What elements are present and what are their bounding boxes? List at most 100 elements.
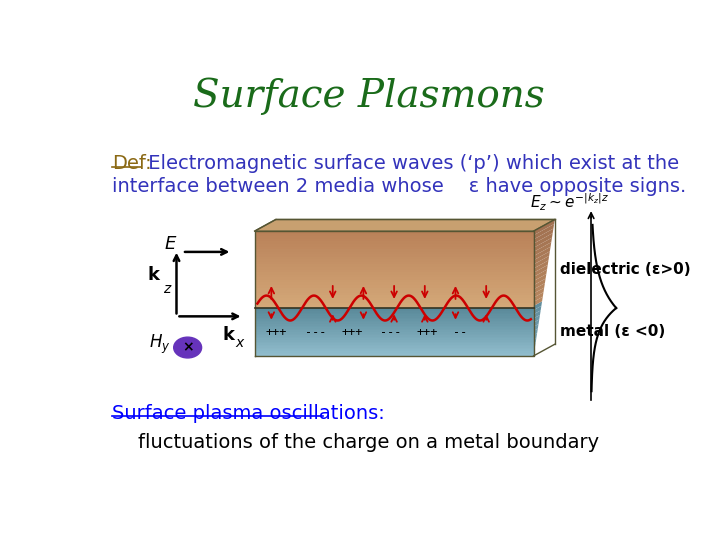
Polygon shape — [255, 353, 534, 354]
Text: ×: × — [182, 341, 194, 355]
Polygon shape — [255, 329, 534, 330]
Polygon shape — [255, 300, 534, 303]
Polygon shape — [534, 297, 543, 306]
Polygon shape — [534, 310, 541, 319]
Polygon shape — [534, 338, 536, 343]
Polygon shape — [255, 287, 534, 290]
Polygon shape — [255, 272, 534, 275]
Polygon shape — [255, 354, 534, 356]
Polygon shape — [255, 319, 534, 321]
Polygon shape — [255, 275, 534, 277]
Polygon shape — [255, 290, 534, 293]
Text: $z$: $z$ — [163, 282, 173, 296]
Polygon shape — [255, 219, 555, 231]
Text: $\mathbf{k}$: $\mathbf{k}$ — [222, 326, 237, 344]
Polygon shape — [255, 343, 534, 345]
Polygon shape — [255, 316, 534, 318]
Text: $E_z \sim e^{-|k_z|z}$: $E_z \sim e^{-|k_z|z}$ — [531, 192, 609, 213]
Polygon shape — [255, 340, 534, 341]
Polygon shape — [255, 327, 534, 329]
Polygon shape — [255, 308, 534, 309]
Polygon shape — [534, 274, 546, 285]
Text: $E$: $E$ — [164, 234, 178, 253]
Polygon shape — [255, 252, 534, 254]
Polygon shape — [255, 262, 534, 265]
Polygon shape — [534, 333, 537, 339]
Text: interface between 2 media whose    ε have opposite signs.: interface between 2 media whose ε have o… — [112, 177, 687, 196]
Polygon shape — [534, 233, 553, 248]
Polygon shape — [534, 247, 551, 260]
Polygon shape — [534, 228, 554, 244]
Polygon shape — [255, 321, 534, 322]
Polygon shape — [255, 249, 534, 252]
Polygon shape — [534, 265, 548, 277]
Polygon shape — [255, 277, 534, 280]
Polygon shape — [255, 339, 534, 340]
Text: Surface Plasmons: Surface Plasmons — [193, 77, 545, 115]
Text: dielectric (ε>0): dielectric (ε>0) — [560, 262, 691, 277]
Polygon shape — [255, 285, 534, 287]
Polygon shape — [255, 309, 534, 311]
Polygon shape — [255, 280, 534, 282]
Polygon shape — [534, 320, 539, 327]
Polygon shape — [255, 259, 534, 262]
Polygon shape — [534, 324, 539, 331]
Polygon shape — [255, 324, 534, 326]
Polygon shape — [255, 246, 534, 249]
Text: --: -- — [453, 327, 467, 340]
Polygon shape — [255, 346, 534, 348]
Text: Def:: Def: — [112, 154, 152, 173]
Polygon shape — [255, 318, 534, 319]
Polygon shape — [255, 244, 534, 246]
Polygon shape — [534, 242, 552, 256]
Polygon shape — [534, 260, 549, 273]
Polygon shape — [534, 219, 555, 235]
Polygon shape — [534, 328, 538, 335]
Polygon shape — [255, 330, 534, 332]
Polygon shape — [255, 349, 534, 351]
Polygon shape — [255, 241, 534, 244]
Polygon shape — [534, 347, 535, 352]
Text: ---: --- — [380, 327, 402, 340]
Polygon shape — [255, 295, 534, 298]
Circle shape — [174, 337, 202, 358]
Polygon shape — [255, 337, 534, 339]
Polygon shape — [534, 306, 541, 314]
Polygon shape — [255, 265, 534, 267]
Text: Surface plasma oscillations:: Surface plasma oscillations: — [112, 404, 385, 423]
Polygon shape — [255, 293, 534, 295]
Polygon shape — [534, 301, 542, 310]
Polygon shape — [534, 279, 546, 289]
Polygon shape — [534, 256, 549, 268]
Polygon shape — [534, 238, 552, 252]
Polygon shape — [255, 239, 534, 241]
Polygon shape — [255, 335, 534, 337]
Polygon shape — [255, 256, 534, 259]
Polygon shape — [255, 326, 534, 327]
Polygon shape — [255, 314, 534, 316]
Polygon shape — [534, 315, 540, 322]
Polygon shape — [255, 341, 534, 343]
Text: $\mathbf{k}$: $\mathbf{k}$ — [147, 266, 161, 284]
Text: metal (ε <0): metal (ε <0) — [560, 325, 666, 340]
Polygon shape — [255, 348, 534, 349]
Polygon shape — [255, 313, 534, 314]
Polygon shape — [255, 254, 534, 256]
Polygon shape — [255, 298, 534, 300]
Polygon shape — [255, 303, 534, 306]
Polygon shape — [534, 283, 545, 294]
Polygon shape — [255, 345, 534, 346]
Text: fluctuations of the charge on a metal boundary: fluctuations of the charge on a metal bo… — [138, 433, 600, 452]
Polygon shape — [534, 251, 550, 265]
Polygon shape — [255, 236, 534, 239]
Polygon shape — [255, 332, 534, 334]
Polygon shape — [255, 234, 534, 236]
Polygon shape — [534, 288, 544, 298]
Polygon shape — [255, 231, 534, 234]
Polygon shape — [534, 269, 547, 281]
Text: +++: +++ — [341, 327, 362, 340]
Polygon shape — [255, 306, 534, 308]
Polygon shape — [255, 322, 534, 324]
Text: +++: +++ — [266, 327, 287, 340]
Polygon shape — [255, 267, 534, 269]
